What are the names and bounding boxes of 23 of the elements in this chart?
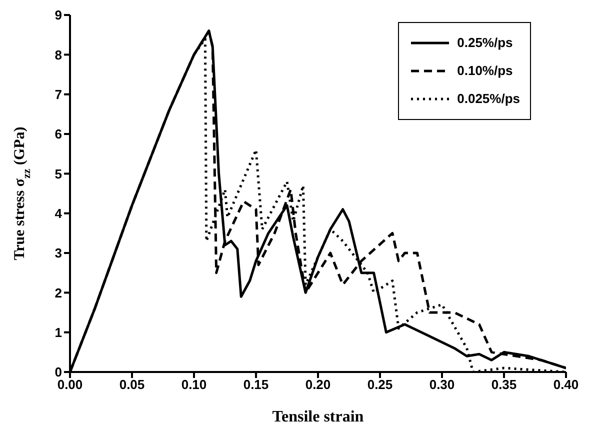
y-tick-label: 3	[54, 246, 62, 261]
y-tick-label: 8	[54, 47, 62, 62]
y-tick-label: 2	[54, 285, 62, 300]
x-tick-label: 0.35	[491, 377, 517, 392]
x-tick-label: 0.15	[243, 377, 269, 392]
x-tick-label: 0.20	[305, 377, 331, 392]
legend-label: 0.10%/ps	[457, 62, 513, 80]
y-tick-label: 1	[54, 324, 62, 340]
x-axis-title: Tensile strain	[272, 408, 364, 426]
x-tick-label: 0.25	[367, 377, 393, 392]
x-tick-label: 0.00	[57, 377, 83, 392]
y-tick-label: 9	[54, 8, 62, 23]
x-tick-label: 0.30	[429, 377, 455, 392]
legend-label: 0.025%/ps	[457, 90, 520, 108]
y-tick-label: 7	[54, 86, 62, 102]
y-tick-label: 4	[54, 206, 63, 221]
x-tick-label: 0.40	[553, 377, 579, 392]
x-tick-label: 0.05	[119, 377, 145, 392]
legend-label: 0.25%/ps	[457, 34, 513, 52]
y-tick-label: 6	[54, 126, 62, 142]
y-tick-label: 0	[54, 364, 62, 380]
x-tick-label: 0.10	[181, 377, 207, 392]
y-tick-label: 5	[54, 166, 62, 182]
